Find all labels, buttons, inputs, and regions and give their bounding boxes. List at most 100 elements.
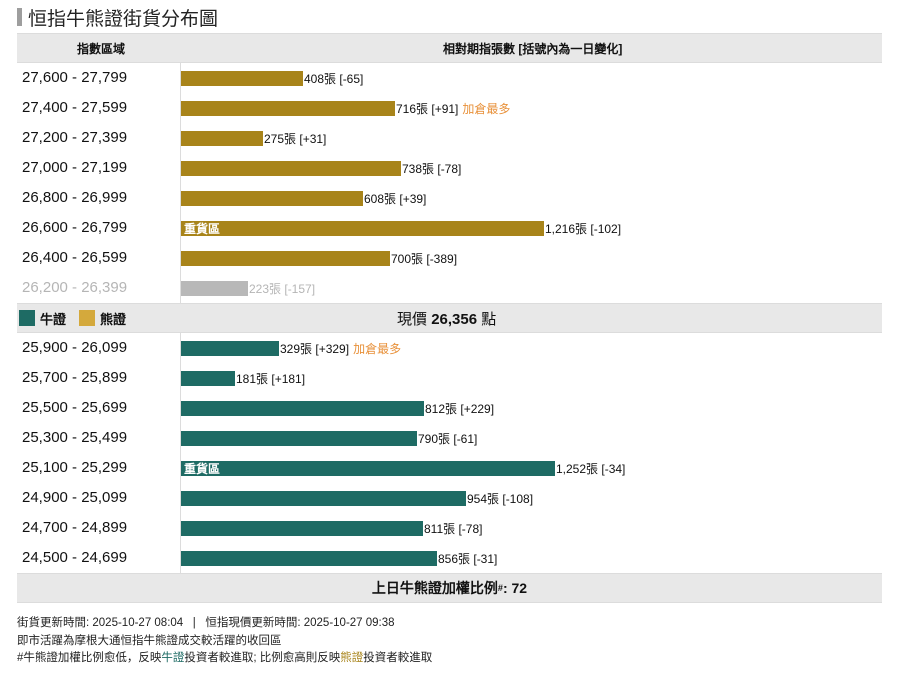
legend: 牛證 熊證 — [17, 309, 181, 328]
data-bar: 重貨區 — [181, 220, 544, 236]
ratio-note: #牛熊證加權比例愈低，反映牛證投資者較進取; 比例愈高則反映熊證投資者較進取 — [17, 652, 433, 664]
table-row: 27,200 - 27,399 275張 [+31] — [17, 123, 882, 153]
bar-cell: 856張 [-31] — [181, 543, 882, 573]
data-bar — [181, 490, 466, 506]
bar-value: 1,216張 [-102] — [545, 221, 622, 236]
bear-rows: 27,600 - 27,799 408張 [-65] 27,400 - 27,599… — [17, 63, 882, 303]
range-label: 25,300 - 25,499 — [17, 423, 181, 453]
data-bar — [181, 430, 417, 446]
table-row: 26,400 - 26,599 700張 [-389] — [17, 243, 882, 273]
range-label: 24,700 - 24,899 — [17, 513, 181, 543]
heavy-zone-label: 重貨區 — [184, 221, 221, 236]
data-bar — [181, 190, 363, 206]
data-bar — [181, 280, 248, 296]
table-row: 26,200 - 26,399 223張 [-157] — [17, 273, 882, 303]
range-label: 26,600 - 26,799 — [17, 213, 181, 243]
table-row: 27,400 - 27,599 716張 [+91] 加倉最多 — [17, 93, 882, 123]
bar-cell: 275張 [+31] — [181, 123, 882, 153]
bar-cell: 重貨區 1,252張 [-34] — [181, 453, 882, 483]
bar-value: 811張 [-78] — [424, 521, 483, 536]
title-text: 恒指牛熊證街貨分布圖 — [28, 8, 219, 30]
range-label: 26,400 - 26,599 — [17, 243, 181, 273]
range-label: 25,500 - 25,699 — [17, 393, 181, 423]
bar-cell: 700張 [-389] — [181, 243, 882, 273]
bar-value: 181張 [+181] — [236, 371, 306, 386]
bar-value: 856張 [-31] — [438, 551, 498, 566]
bear-swatch-icon — [79, 310, 96, 326]
current-price: 現價 26,356 點 — [397, 310, 497, 328]
data-bar — [181, 100, 395, 116]
range-label: 27,600 - 27,799 — [17, 63, 181, 93]
table-row: 25,100 - 25,299 重貨區 1,252張 [-34] — [17, 453, 882, 483]
table-row: 25,700 - 25,899 181張 [+181] — [17, 363, 882, 393]
range-label: 26,800 - 26,999 — [17, 183, 181, 213]
data-bar: 重貨區 — [181, 460, 555, 476]
table-row: 27,000 - 27,199 738張 [-78] — [17, 153, 882, 183]
header-range: 指數區域 — [77, 41, 126, 56]
bar-value: 790張 [-61] — [418, 431, 478, 446]
distribution-table: 指數區域 相對期指張數 [括號內為一日變化] 27,600 - 27,799 40… — [17, 33, 882, 603]
header-count: 相對期指張數 [括號內為一日變化] — [443, 41, 623, 56]
legend-bear: 熊證 — [79, 309, 126, 328]
update-times: 街貨更新時間: 2025-10-27 08:04 | 恒指現價更新時間: 202… — [17, 617, 395, 629]
legend-bull: 牛證 — [19, 309, 66, 328]
bar-value: 223張 [-157] — [249, 281, 316, 296]
bar-cell: 716張 [+91] 加倉最多 — [181, 93, 882, 123]
title-marker — [17, 8, 22, 26]
range-label: 24,900 - 25,099 — [17, 483, 181, 513]
range-label: 27,200 - 27,399 — [17, 123, 181, 153]
table-row: 27,600 - 27,799 408張 [-65] — [17, 63, 882, 93]
range-label: 25,100 - 25,299 — [17, 453, 181, 483]
data-bar — [181, 520, 423, 536]
active-note: 即市活躍為摩根大通恒指牛熊證成交較活躍的收回區 — [17, 634, 282, 647]
range-label: 27,000 - 27,199 — [17, 153, 181, 183]
table-row: 24,700 - 24,899 811張 [-78] — [17, 513, 882, 543]
bar-cell: 608張 [+39] — [181, 183, 882, 213]
footer-notes: 街貨更新時間: 2025-10-27 08:04 | 恒指現價更新時間: 202… — [17, 615, 432, 668]
bar-cell: 重貨區 1,216張 [-102] — [181, 213, 882, 243]
page-title: 恒指牛熊證街貨分布圖 — [17, 4, 218, 30]
range-label: 24,500 - 24,699 — [17, 543, 181, 573]
table-row: 25,900 - 26,099 329張 [+329] 加倉最多 — [17, 333, 882, 363]
bar-value: 275張 [+31] — [264, 131, 327, 146]
bar-cell: 811張 [-78] — [181, 513, 882, 543]
range-label: 27,400 - 27,599 — [17, 93, 181, 123]
data-bar — [181, 70, 303, 86]
table-row: 26,800 - 26,999 608張 [+39] — [17, 183, 882, 213]
bar-cell: 408張 [-65] — [181, 63, 882, 93]
bar-value: 329張 [+329] — [280, 341, 350, 356]
bar-value: 738張 [-78] — [402, 161, 462, 176]
table-row: 25,500 - 25,699 812張 [+229] — [17, 393, 882, 423]
current-price-bar: 牛證 熊證 現價 26,356 點 — [17, 303, 882, 333]
most-added-tag: 加倉最多 — [353, 341, 402, 356]
bar-value: 812張 [+229] — [425, 401, 495, 416]
table-row: 25,300 - 25,499 790張 [-61] — [17, 423, 882, 453]
bar-cell: 738張 [-78] — [181, 153, 882, 183]
data-bar — [181, 160, 401, 176]
range-label: 25,700 - 25,899 — [17, 363, 181, 393]
data-bar — [181, 340, 279, 356]
data-bar — [181, 550, 437, 566]
bar-value: 608張 [+39] — [364, 191, 427, 206]
most-added-tag: 加倉最多 — [462, 101, 511, 116]
bar-value: 408張 [-65] — [304, 71, 364, 86]
data-bar — [181, 370, 235, 386]
bar-value: 700張 [-389] — [391, 251, 458, 266]
bull-rows: 25,900 - 26,099 329張 [+329] 加倉最多 25,700 - 2… — [17, 333, 882, 573]
table-row: 24,500 - 24,699 856張 [-31] — [17, 543, 882, 573]
data-bar — [181, 130, 263, 146]
range-label: 26,200 - 26,399 — [17, 273, 181, 303]
bar-value: 1,252張 [-34] — [556, 461, 626, 476]
data-bar — [181, 250, 390, 266]
table-header: 指數區域 相對期指張數 [括號內為一日變化] — [17, 33, 882, 63]
weighted-ratio: 上日牛熊證加權比例 #: 72 — [17, 573, 882, 603]
bar-cell: 954張 [-108] — [181, 483, 882, 513]
bar-cell: 329張 [+329] 加倉最多 — [181, 333, 882, 363]
bar-value: 954張 [-108] — [467, 491, 534, 506]
data-bar — [181, 400, 424, 416]
table-row: 24,900 - 25,099 954張 [-108] — [17, 483, 882, 513]
bar-cell: 790張 [-61] — [181, 423, 882, 453]
bar-cell: 812張 [+229] — [181, 393, 882, 423]
heavy-zone-label: 重貨區 — [184, 461, 221, 476]
range-label: 25,900 - 26,099 — [17, 333, 181, 363]
